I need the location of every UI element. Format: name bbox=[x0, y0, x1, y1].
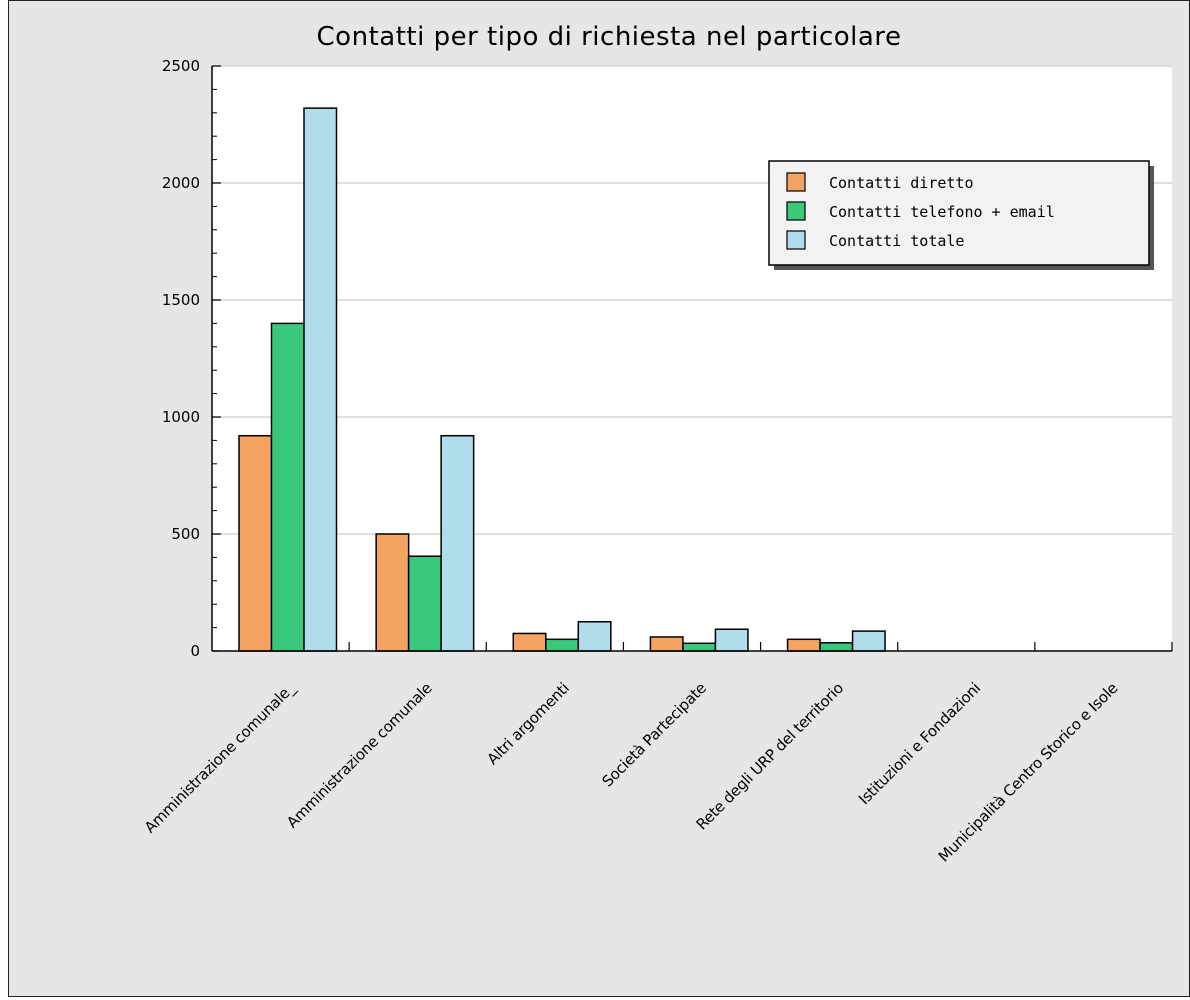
y-tick-label: 0 bbox=[190, 642, 200, 660]
x-category-label: Società Partecipate bbox=[598, 679, 709, 790]
bar bbox=[545, 638, 580, 652]
bar bbox=[819, 642, 854, 652]
legend-swatch bbox=[786, 201, 806, 221]
bar bbox=[238, 434, 273, 652]
bar bbox=[786, 638, 821, 652]
legend-swatch bbox=[786, 230, 806, 250]
x-category-label: Amministrazione comunale_ bbox=[141, 679, 300, 838]
x-category-label: Altri argomenti bbox=[484, 679, 573, 768]
bar bbox=[682, 642, 717, 652]
bar bbox=[407, 555, 442, 652]
legend-label: Contatti telefono + email bbox=[829, 203, 1055, 221]
bar bbox=[851, 630, 886, 652]
legend: Contatti diretto Contatti telefono + emai… bbox=[768, 160, 1154, 270]
chart-canvas: 0 500 1000 1500 2000 2500 Amministrazione com… bbox=[141, 22, 1173, 866]
bar bbox=[512, 632, 547, 652]
y-tick-labels: 0 500 1000 1500 2000 2500 bbox=[162, 57, 200, 660]
y-tick-label: 2500 bbox=[162, 57, 200, 75]
legend-swatch bbox=[786, 172, 806, 192]
y-tick-label: 1000 bbox=[162, 408, 200, 426]
bar bbox=[270, 322, 305, 652]
x-category-label: Amministrazione comunale bbox=[283, 679, 435, 831]
bar bbox=[375, 533, 410, 652]
bar bbox=[440, 434, 475, 652]
x-category-label: Rete degli URP del territorio bbox=[693, 679, 847, 833]
y-tick-label: 2000 bbox=[162, 174, 200, 192]
plot-area bbox=[212, 66, 1172, 651]
y-tick-label: 500 bbox=[171, 525, 200, 543]
bar bbox=[577, 621, 612, 652]
chart-frame: 0 500 1000 1500 2000 2500 Amministrazione com… bbox=[8, 0, 1190, 997]
bar bbox=[714, 628, 749, 652]
x-category-labels: Amministrazione comunale_Amministrazione… bbox=[141, 679, 1121, 866]
bar bbox=[649, 636, 684, 652]
chart-title: Contatti per tipo di richiesta nel parti… bbox=[317, 22, 902, 52]
legend-box bbox=[768, 160, 1150, 266]
y-tick-label: 1500 bbox=[162, 291, 200, 309]
axes bbox=[211, 65, 1173, 652]
x-category-label: Istituzioni e Fondazioni bbox=[855, 679, 984, 808]
legend-label: Contatti diretto bbox=[829, 174, 974, 192]
bar bbox=[303, 107, 338, 652]
bars bbox=[238, 107, 886, 652]
legend-label: Contatti totale bbox=[829, 232, 964, 250]
